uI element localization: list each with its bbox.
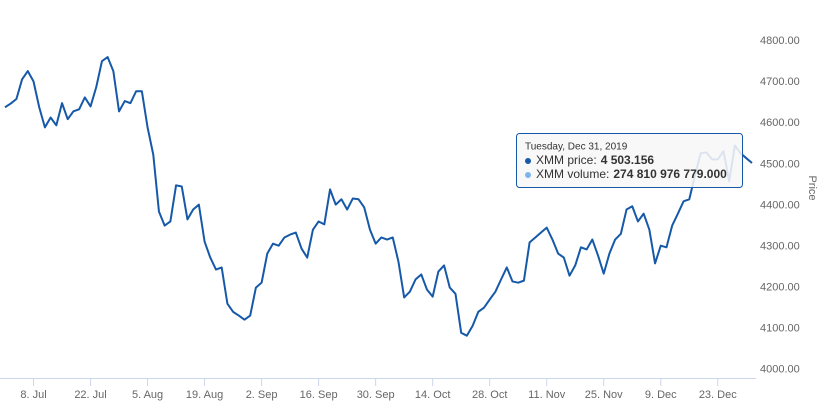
y-axis-title: Price: [806, 175, 818, 200]
tooltip-value: 4 503.156: [601, 153, 655, 167]
y-tick-label: 4000.00: [760, 364, 800, 376]
x-tick-label: 23. Dec: [699, 389, 737, 401]
x-tick-label: 9. Dec: [645, 389, 677, 401]
y-tick-label: 4200.00: [760, 282, 800, 294]
tooltip-dot: [525, 158, 531, 164]
x-tick-label: 11. Nov: [528, 389, 566, 401]
x-tick-label: 30. Sep: [357, 389, 395, 401]
tooltip-row: XMM price: 4 503.156: [536, 153, 654, 167]
y-tick-label: 4700.00: [760, 76, 800, 88]
x-tick-label: 16. Sep: [300, 389, 338, 401]
y-tick-label: 4300.00: [760, 240, 800, 252]
x-tick-label: 22. Jul: [74, 389, 106, 401]
tooltip-box: [516, 133, 743, 188]
x-tick-label: 25. Nov: [585, 389, 623, 401]
y-tick-label: 4100.00: [760, 323, 800, 335]
tooltip-date: Tuesday, Dec 31, 2019: [525, 142, 628, 153]
tooltip-name: XMM price:: [536, 153, 597, 167]
y-tick-label: 4500.00: [760, 158, 800, 170]
y-tick-label: 4400.00: [760, 199, 800, 211]
x-tick-label: 14. Oct: [415, 389, 450, 401]
tooltip-name: XMM volume:: [536, 167, 609, 181]
y-tick-label: 4800.00: [760, 35, 800, 47]
x-tick-label: 5. Aug: [132, 389, 163, 401]
price-line: [4, 56, 753, 337]
x-tick-label: 2. Sep: [246, 389, 278, 401]
y-tick-label: 4600.00: [760, 117, 800, 129]
x-tick-label: 19. Aug: [186, 389, 223, 401]
tooltip-dot: [525, 172, 531, 178]
tooltip-row: XMM volume: 274 810 976 779.000: [536, 167, 727, 181]
x-tick-label: 8. Jul: [20, 389, 46, 401]
x-tick-label: 28. Oct: [472, 389, 507, 401]
tooltip-value: 274 810 976 779.000: [613, 167, 727, 181]
